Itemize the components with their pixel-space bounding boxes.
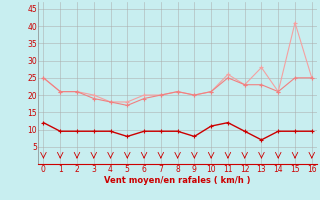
X-axis label: Vent moyen/en rafales ( km/h ): Vent moyen/en rafales ( km/h ) — [104, 176, 251, 185]
